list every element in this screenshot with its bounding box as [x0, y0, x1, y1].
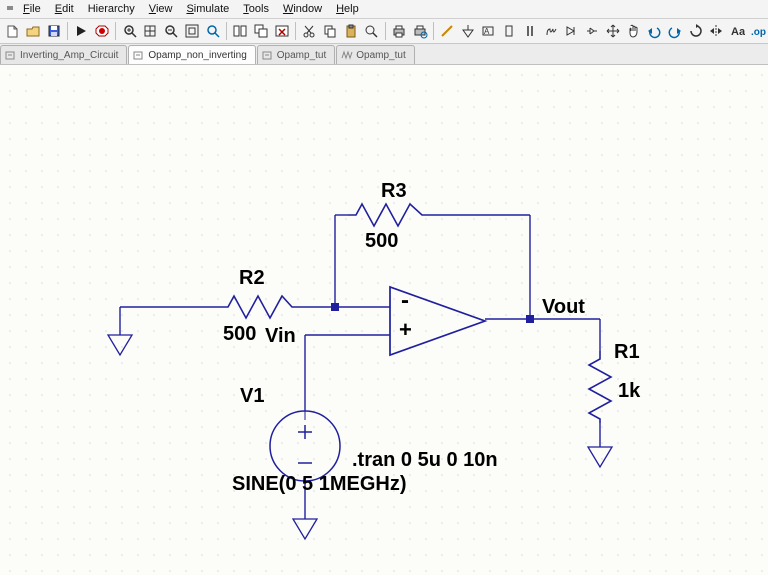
- control-menu-icon[interactable]: [4, 4, 16, 14]
- rotate-button[interactable]: [685, 20, 706, 42]
- drag-button[interactable]: [623, 20, 644, 42]
- zoom-fit-button[interactable]: [181, 20, 202, 42]
- opamp-minus: -: [401, 287, 409, 315]
- resistor-button[interactable]: [499, 20, 520, 42]
- label-v1: V1: [240, 385, 264, 408]
- menu-edit[interactable]: Edit: [48, 1, 81, 17]
- tab-opamp-tut-1[interactable]: Opamp_tut: [257, 45, 335, 64]
- run-button[interactable]: [71, 20, 92, 42]
- spice-directive-button[interactable]: .op: [748, 20, 768, 42]
- menu-simulate[interactable]: Simulate: [179, 1, 236, 17]
- print-button[interactable]: [388, 20, 409, 42]
- autoscale-button[interactable]: [202, 20, 223, 42]
- text-button[interactable]: Aa: [727, 20, 748, 42]
- copy-button[interactable]: [319, 20, 340, 42]
- label-r3: R3: [381, 180, 407, 203]
- diode-button[interactable]: [561, 20, 582, 42]
- tab-label: Opamp_non_inverting: [148, 50, 246, 61]
- menu-view[interactable]: View: [142, 1, 180, 17]
- schematic-tab-icon: [5, 49, 17, 61]
- open-button[interactable]: [23, 20, 44, 42]
- toolbar: A Aa .op: [0, 19, 768, 44]
- label-vin: Vin: [265, 325, 296, 348]
- paste-button[interactable]: [340, 20, 361, 42]
- cascade-windows-button[interactable]: [250, 20, 271, 42]
- schematic-tab-icon: [262, 49, 274, 61]
- svg-text:.op: .op: [751, 27, 766, 38]
- zoom-out-button[interactable]: [161, 20, 182, 42]
- label-r2: R2: [239, 267, 265, 290]
- tile-windows-button[interactable]: [230, 20, 251, 42]
- find-button[interactable]: [361, 20, 382, 42]
- schematic-canvas[interactable]: R3 500 R2 500 Vin Vout R1 1k V1 .tran 0 …: [0, 65, 768, 575]
- inductor-button[interactable]: [540, 20, 561, 42]
- move-button[interactable]: [602, 20, 623, 42]
- mirror-button[interactable]: [706, 20, 727, 42]
- draw-wire-button[interactable]: [437, 20, 458, 42]
- stop-button[interactable]: [92, 20, 113, 42]
- netlabel-button[interactable]: A: [478, 20, 499, 42]
- label-vout: Vout: [542, 296, 585, 319]
- label-r3val: 500: [365, 230, 398, 253]
- label-r1: R1: [614, 341, 640, 364]
- menu-tools[interactable]: Tools: [236, 1, 276, 17]
- menu-window[interactable]: Window: [276, 1, 329, 17]
- waveform-tab-icon: [341, 49, 353, 61]
- menu-help[interactable]: Help: [329, 1, 366, 17]
- menu-hierarchy[interactable]: Hierarchy: [81, 1, 142, 17]
- tab-label: Inverting_Amp_Circuit: [20, 50, 118, 61]
- tab-label: Opamp_tut: [356, 50, 405, 61]
- menu-bar: File Edit Hierarchy View Simulate Tools …: [0, 0, 768, 19]
- print-setup-button[interactable]: [409, 20, 430, 42]
- tab-strip: Inverting_Amp_Circuit Opamp_non_invertin…: [0, 44, 768, 65]
- tab-opamp-tut-2[interactable]: Opamp_tut: [336, 45, 414, 64]
- new-schematic-button[interactable]: [2, 20, 23, 42]
- ground-button[interactable]: [457, 20, 478, 42]
- close-window-button[interactable]: [271, 20, 292, 42]
- schematic-tab-icon: [133, 49, 145, 61]
- zoom-in-button[interactable]: [119, 20, 140, 42]
- zoom-pan-button[interactable]: [140, 20, 161, 42]
- redo-button[interactable]: [665, 20, 686, 42]
- component-button[interactable]: [582, 20, 603, 42]
- cut-button[interactable]: [299, 20, 320, 42]
- label-sine: SINE(0 5 1MEGHz): [232, 473, 406, 496]
- label-r1val: 1k: [618, 380, 640, 403]
- menu-file[interactable]: File: [16, 1, 48, 17]
- tab-label: Opamp_tut: [277, 50, 326, 61]
- tab-inverting-amp[interactable]: Inverting_Amp_Circuit: [0, 45, 127, 64]
- save-button[interactable]: [43, 20, 64, 42]
- schematic-drawing: [0, 65, 768, 575]
- label-r2val: 500: [223, 323, 256, 346]
- label-tran: .tran 0 5u 0 10n: [352, 449, 498, 472]
- tab-opamp-noninverting[interactable]: Opamp_non_inverting: [128, 45, 255, 64]
- undo-button[interactable]: [644, 20, 665, 42]
- capacitor-button[interactable]: [520, 20, 541, 42]
- opamp-plus: +: [399, 317, 412, 343]
- svg-text:A: A: [484, 27, 490, 36]
- svg-text:Aa: Aa: [731, 26, 745, 38]
